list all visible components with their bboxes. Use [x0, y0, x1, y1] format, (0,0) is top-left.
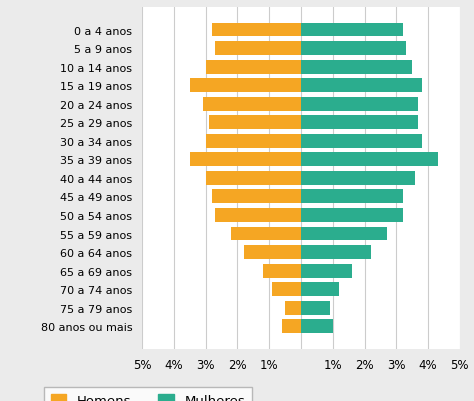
Bar — [301, 209, 402, 223]
Bar — [301, 301, 329, 315]
Bar — [273, 282, 301, 296]
Bar — [244, 245, 301, 259]
Bar — [301, 97, 419, 111]
Bar — [285, 301, 301, 315]
Bar — [206, 172, 301, 185]
Bar — [301, 61, 412, 75]
Bar — [301, 190, 402, 204]
Bar — [190, 79, 301, 93]
Bar — [301, 134, 422, 148]
Bar — [301, 264, 352, 278]
Bar — [215, 209, 301, 223]
Legend: Homens, Mulheres: Homens, Mulheres — [44, 387, 252, 401]
Bar — [206, 134, 301, 148]
Bar — [301, 282, 339, 296]
Bar — [202, 97, 301, 111]
Bar — [301, 42, 406, 56]
Bar — [301, 153, 438, 167]
Bar — [301, 79, 422, 93]
Bar — [301, 24, 402, 37]
Bar — [231, 227, 301, 241]
Bar — [263, 264, 301, 278]
Bar — [212, 190, 301, 204]
Bar — [301, 245, 371, 259]
Bar — [301, 172, 415, 185]
Bar — [282, 320, 301, 333]
Bar — [209, 116, 301, 130]
Bar — [301, 227, 387, 241]
Bar — [301, 320, 333, 333]
Bar — [212, 24, 301, 37]
Bar — [301, 116, 419, 130]
Bar — [190, 153, 301, 167]
Bar — [206, 61, 301, 75]
Bar — [215, 42, 301, 56]
